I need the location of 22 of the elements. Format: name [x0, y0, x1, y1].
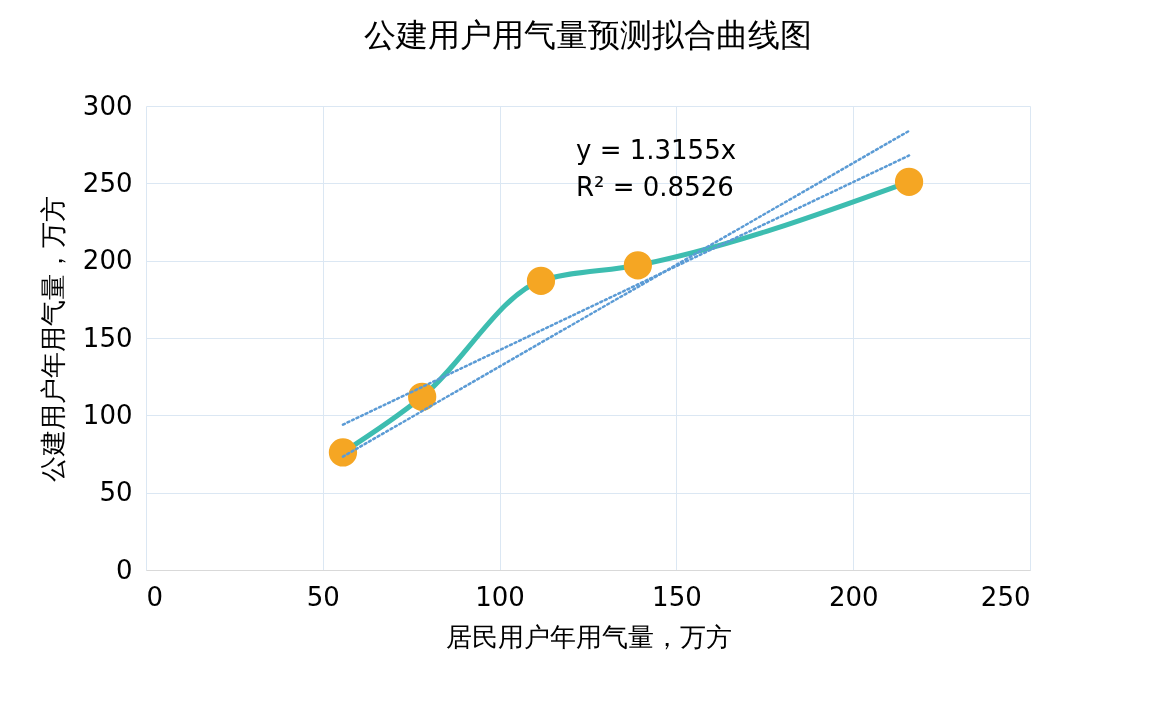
- x-tick-label: 100: [475, 581, 525, 612]
- x-tick-label: 150: [652, 581, 702, 612]
- annotation: R² = 0.8526: [576, 172, 734, 202]
- y-tick-label: 100: [82, 399, 133, 430]
- y-tick-label: 0: [115, 554, 133, 585]
- y-tick-label: 300: [82, 90, 133, 121]
- y-axis-title: 公建用户年用气量，万方: [37, 195, 68, 482]
- chart-title: 公建用户用气量预测拟合曲线图: [364, 16, 812, 54]
- x-tick-label: 0: [146, 581, 164, 612]
- point: [894, 167, 924, 196]
- point: [526, 266, 556, 295]
- y-tick-label: 200: [82, 245, 133, 276]
- x-tick-label: 50: [306, 581, 340, 612]
- point: [328, 438, 358, 467]
- x-axis-title: 居民用户年用气量，万方: [445, 621, 732, 652]
- y-tick-label: 50: [99, 477, 133, 508]
- point: [623, 251, 652, 280]
- x-tick-label: 250: [980, 581, 1031, 612]
- annotation: y = 1.3155x: [576, 135, 737, 165]
- x-tick-label: 200: [828, 581, 879, 612]
- y-tick-label: 250: [82, 167, 133, 198]
- y-tick-label: 150: [82, 322, 133, 353]
